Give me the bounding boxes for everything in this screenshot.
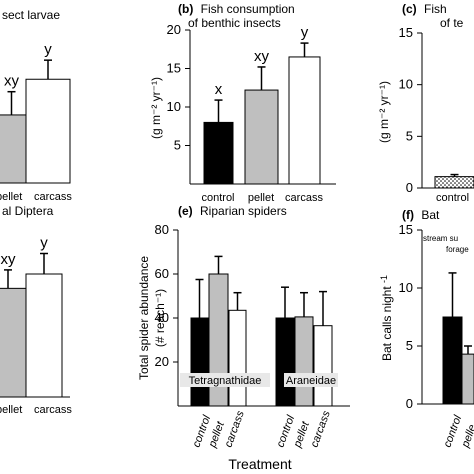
panel-f-y-tick-label: 15 — [399, 222, 413, 237]
panel-a: sect larvae xy y pellet carcass — [0, 8, 72, 203]
panel-d-cat-label-carcass: carcass — [34, 404, 72, 416]
panel-b-y-tick-label: 15 — [167, 61, 181, 76]
panel-a-cat-label-pellet: pellet — [0, 191, 22, 203]
panel-e-y-ticks: 20 40 60 80 — [155, 222, 178, 369]
panel-d: al Diptera xy y pellet carcass — [0, 204, 72, 416]
panel-f-title-text: Bat — [421, 208, 440, 222]
panel-f-y-label-text: Bat calls night — [380, 286, 394, 361]
panel-e-title-letter: (e) — [178, 204, 193, 218]
panel-e-bar-araneidae-control — [275, 317, 295, 407]
panel-e-title: (e) Riparian spiders — [178, 204, 287, 218]
panel-a-bars: xy y — [0, 41, 71, 184]
panel-c-y-tick-label: 5 — [406, 128, 413, 143]
panel-d-bars: xy y — [0, 235, 63, 398]
panel-b-title: (b) Fish consumption — [178, 2, 295, 16]
panel-f-y-ticks: 0 5 10 15 — [399, 222, 422, 411]
panel-b-bar-carcass-sig-letter: y — [301, 24, 309, 41]
panel-e: (e) Riparian spiders Total spider abunda… — [137, 204, 350, 450]
panel-b-y-tick-label: 5 — [174, 138, 181, 153]
panel-f-y-tick-label: 10 — [399, 280, 413, 295]
panel-c-y-tick-label: 15 — [399, 25, 413, 40]
panel-b-cat-label-control: control — [201, 192, 234, 204]
panel-e-group-label-bg-araneidae — [284, 373, 338, 387]
panel-e-group-label-araneidae: Araneidae — [286, 375, 336, 387]
panel-b-bar-control — [203, 121, 234, 185]
panel-e-y-tick-label: 60 — [155, 266, 169, 281]
panel-a-title: sect larvae — [2, 8, 60, 22]
panel-c-bars — [434, 173, 474, 189]
panel-d-title: al Diptera — [2, 204, 54, 218]
panel-c-y-tick-label: 0 — [406, 180, 413, 195]
panel-b-bar-pellet — [244, 89, 279, 185]
panel-b-bar-pellet-sig-letter: xy — [254, 48, 270, 65]
panel-c-title-letter: (c) — [402, 2, 417, 16]
panel-e-bar-araneidae-pellet — [294, 316, 314, 407]
panel-e-y-label-line2: (# reach⁻¹) — [153, 289, 167, 347]
panel-e-cat-label-carcass-1: carcass — [223, 409, 247, 449]
panel-b-bar-control-sig-letter: x — [215, 81, 223, 98]
panel-c: (c) Fish of te (g m⁻² yr⁻¹) 0 5 10 15 contr… — [377, 2, 474, 204]
panel-b-y-tick-label: 20 — [167, 22, 181, 37]
panel-e-group-label-tetragnathidae: Tetragnathidae — [189, 375, 262, 387]
panel-b-cat-label-carcass: carcass — [285, 192, 323, 204]
panel-a-bar-carcass-sig-letter: y — [44, 41, 52, 58]
panel-f-title: (f) Bat — [402, 208, 440, 222]
panel-b-y-label: (g m⁻² yr⁻¹) — [149, 77, 163, 139]
panel-c-y-tick-label: 10 — [399, 77, 413, 92]
panel-f-y-tick-label: 5 — [406, 338, 413, 353]
panel-f-cat-label-pellet: pelle — [459, 423, 474, 450]
panel-f-bar-pellet — [461, 353, 474, 405]
panel-d-bar-carcass-sig-letter: y — [40, 235, 48, 252]
panel-e-bar-tetragnathidae-control — [190, 317, 209, 407]
panel-b-y-ticks: 5 10 15 20 — [167, 22, 190, 153]
panel-c-y-label: (g m⁻² yr⁻¹) — [377, 81, 391, 143]
panel-a-bar-carcass — [25, 78, 71, 184]
panel-d-bar-pellet — [0, 287, 27, 398]
panel-f-bar-control — [442, 316, 463, 405]
panel-f: (f) Bat Bat calls night -1 stream su for… — [379, 208, 474, 450]
panel-d-cat-label-pellet: pellet — [0, 404, 22, 416]
panel-e-y-tick-label: 40 — [155, 310, 169, 325]
panel-a-bar-pellet-sig-letter: xy — [4, 73, 20, 90]
panel-b-y-tick-label: 10 — [167, 99, 181, 114]
panel-c-bar-control — [434, 176, 474, 189]
panel-b-title-letter: (b) — [178, 2, 193, 16]
panel-d-bar-carcass — [25, 273, 63, 398]
panel-c-title: (c) Fish — [402, 2, 447, 16]
panel-e-title-text: Riparian spiders — [200, 204, 287, 218]
panel-e-group-label-bg-tetragnathidae — [180, 373, 270, 387]
panel-b-title-text: Fish consumption — [201, 2, 295, 16]
panel-e-bar-tetragnathidae-carcass — [228, 309, 247, 407]
panel-f-annotation-line2: forage — [446, 245, 469, 254]
panel-f-bars — [442, 272, 474, 405]
panel-b-title-line2: of benthic insects — [188, 16, 281, 30]
panel-c-title-line2: of te — [440, 16, 464, 30]
panel-b-cat-label-pellet: pellet — [248, 192, 274, 204]
panel-c-cat-label-control: control — [436, 192, 469, 204]
panel-f-y-label-sup: -1 — [379, 275, 389, 283]
panel-f-title-letter: (f) — [402, 208, 414, 222]
panel-f-annotation-line1: stream su — [423, 234, 458, 243]
panel-e-y-label: Total spider abundance — [137, 256, 151, 380]
panel-b: (b) Fish consumption of benthic insects … — [149, 2, 336, 204]
panel-e-bar-araneidae-carcass — [313, 325, 333, 407]
panel-e-y-tick-label: 80 — [155, 222, 169, 237]
panel-b-bar-carcass — [288, 56, 321, 185]
panel-a-cat-label-carcass: carcass — [34, 191, 72, 203]
panel-e-y-tick-label: 20 — [155, 354, 169, 369]
panel-f-y-tick-label: 0 — [406, 396, 413, 411]
panel-c-y-ticks: 0 5 10 15 — [399, 25, 422, 195]
x-axis-title: Treatment — [228, 456, 291, 472]
panel-f-y-label: Bat calls night -1 — [379, 275, 394, 361]
panel-b-bars: x xy y — [203, 24, 321, 185]
panel-c-title-text: Fish — [424, 2, 447, 16]
panel-d-bar-pellet-sig-letter: xy — [1, 251, 17, 268]
panel-e-cat-label-carcass-2: carcass — [309, 409, 333, 449]
